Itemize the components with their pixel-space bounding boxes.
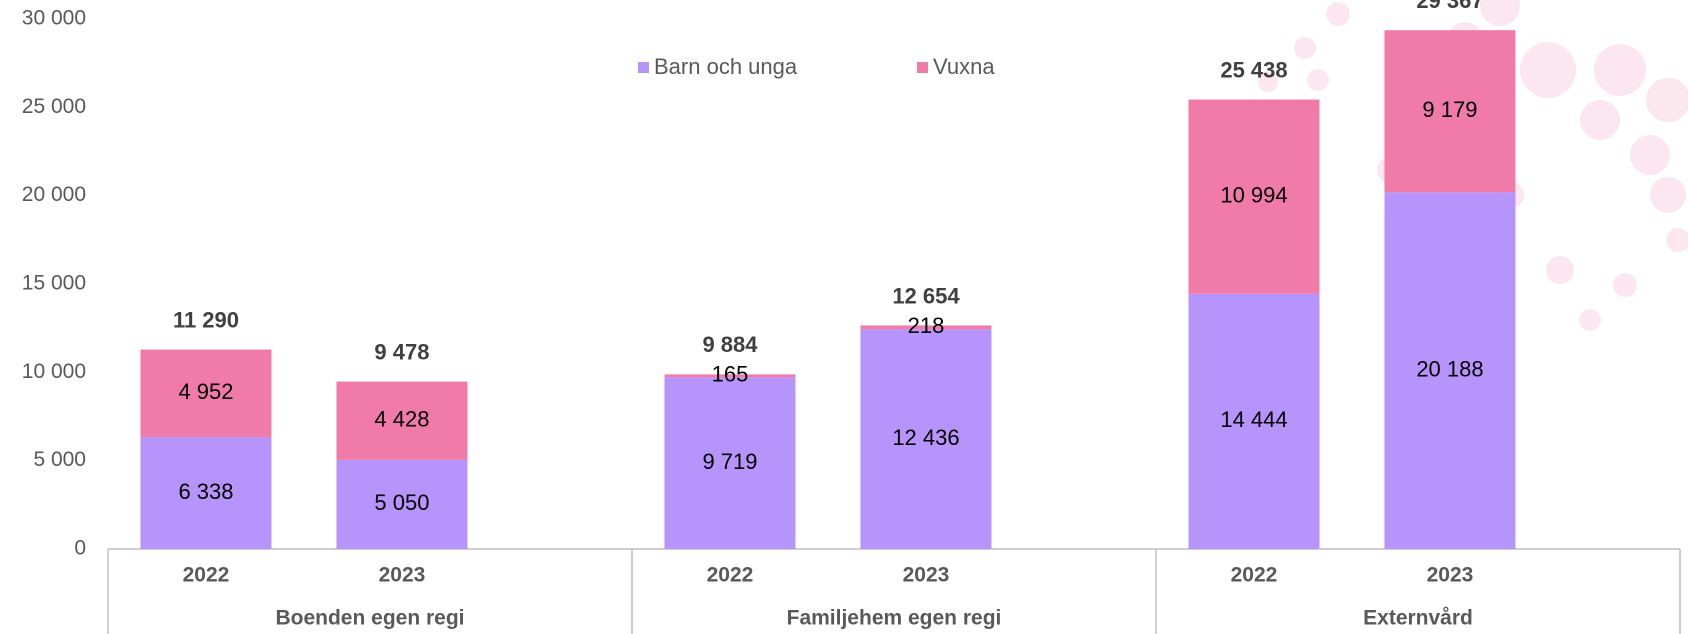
value-label: 10 994 <box>1220 183 1287 208</box>
value-label: 5 050 <box>374 490 429 515</box>
value-label: 218 <box>908 313 945 338</box>
value-label: 12 436 <box>892 425 959 450</box>
legend-label: Barn och unga <box>654 54 798 79</box>
value-label: 9 719 <box>702 449 757 474</box>
legend-swatch <box>638 62 649 73</box>
value-label: 165 <box>712 362 749 387</box>
x-tick-label: 2023 <box>379 564 426 587</box>
y-tick-label: 25 000 <box>22 95 86 118</box>
x-tick-label: 2022 <box>707 564 754 587</box>
y-tick-label: 10 000 <box>22 360 86 383</box>
legend-label: Vuxna <box>933 54 995 79</box>
total-label: 12 654 <box>892 283 960 308</box>
chart: 0 5 000 10 000 15 000 20 000 25 000 30 000 Boen… <box>0 0 1688 634</box>
value-label: 4 952 <box>178 379 233 404</box>
x-tick-label: 2022 <box>1231 564 1278 587</box>
group-label: Externvård <box>1363 607 1473 630</box>
total-label: 11 290 <box>173 307 239 332</box>
x-tick-label: 2022 <box>183 564 230 587</box>
y-tick-label: 0 <box>74 537 86 560</box>
y-tick-label: 30 000 <box>22 7 86 30</box>
group-label: Boenden egen regi <box>275 607 464 630</box>
value-label: 6 338 <box>178 479 233 504</box>
value-label: 20 188 <box>1416 356 1483 381</box>
group-label: Familjehem egen regi <box>787 607 1002 630</box>
legend-swatch <box>917 62 928 73</box>
value-label: 4 428 <box>374 406 429 431</box>
value-label: 14 444 <box>1220 407 1287 432</box>
total-label: 9 478 <box>374 339 429 364</box>
total-label: 9 884 <box>702 332 758 357</box>
page: {"chart_data": {"type": "stacked-bar", "… <box>0 0 1688 634</box>
y-tick-label: 20 000 <box>22 183 86 206</box>
y-tick-label: 5 000 <box>33 448 86 471</box>
total-label: 25 438 <box>1220 57 1287 82</box>
x-tick-label: 2023 <box>903 564 950 587</box>
total-label: 29 367 <box>1416 0 1483 13</box>
value-label: 9 179 <box>1422 97 1477 122</box>
y-tick-label: 15 000 <box>22 272 86 295</box>
x-tick-label: 2023 <box>1427 564 1474 587</box>
